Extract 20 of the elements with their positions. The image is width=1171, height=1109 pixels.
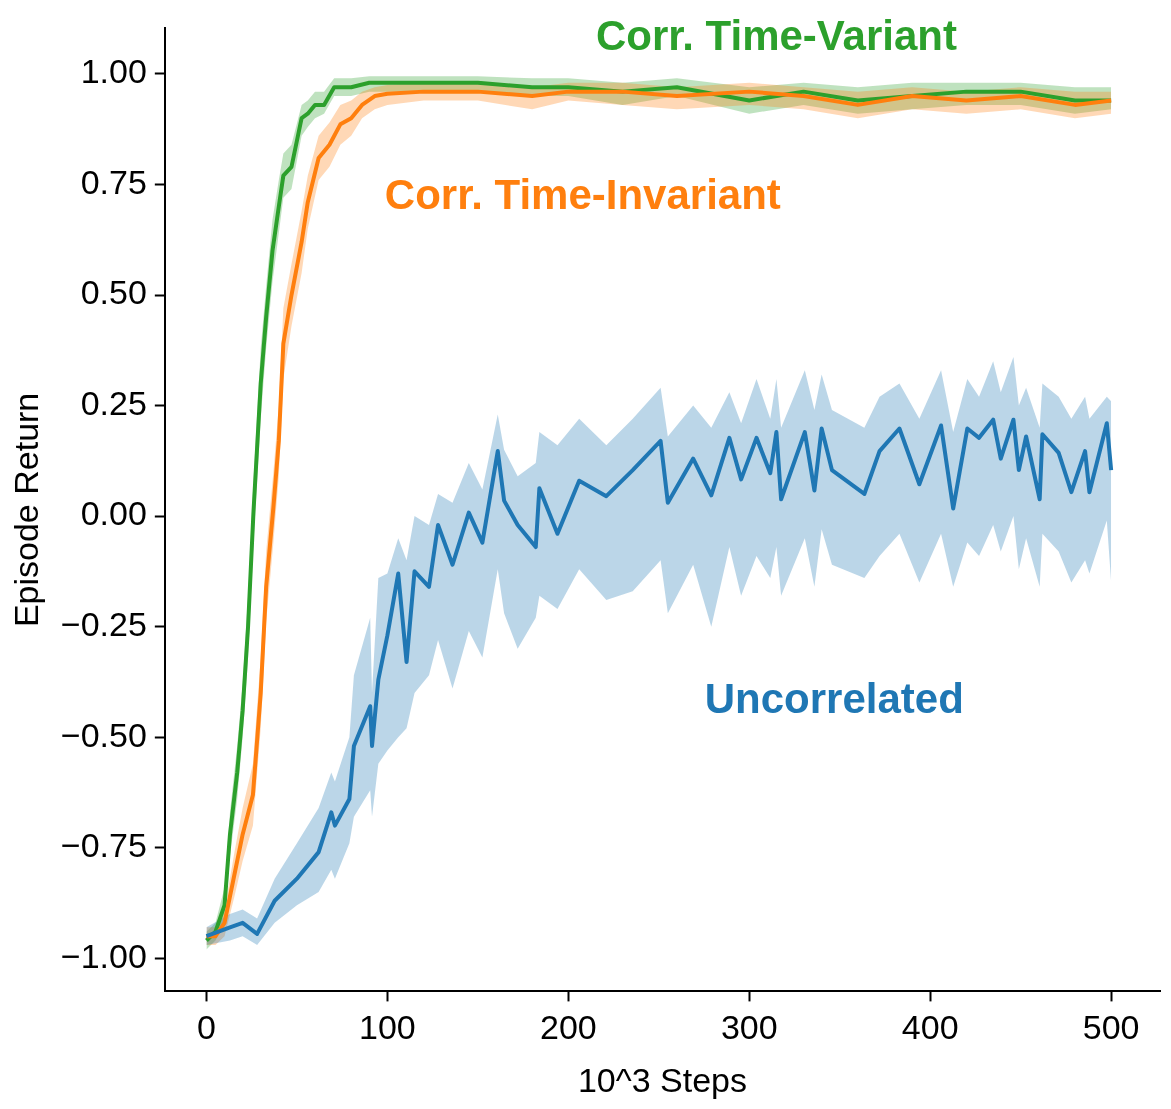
- y-tick-label: −0.50: [60, 715, 147, 754]
- y-tick-label: 0.75: [80, 162, 147, 201]
- y-tick-label: −0.75: [60, 826, 147, 865]
- y-tick-label: −1.00: [60, 936, 147, 975]
- text: Uncorrelated: [704, 675, 964, 723]
- y-tick-label: 1.00: [80, 52, 147, 91]
- series-label: Corr. Time-Invariant: [384, 171, 781, 219]
- x-tick-label: 400: [901, 1008, 959, 1047]
- x-tick-label: 200: [539, 1008, 597, 1047]
- y-tick-label: 0.00: [80, 494, 147, 533]
- x-tick-label: 100: [359, 1008, 416, 1047]
- y-axis-title: Episode Return: [6, 392, 45, 628]
- y-tick-label: 0.25: [80, 383, 147, 422]
- y-tick-label: −0.25: [60, 605, 147, 643]
- x-tick-label: 500: [1082, 1008, 1140, 1047]
- y-tick-label: 0.50: [80, 273, 147, 312]
- x-tick-label: 0: [196, 1008, 216, 1047]
- x-tick-label: 300: [720, 1008, 778, 1047]
- x-axis-title: 10^3 Steps: [577, 1060, 747, 1099]
- series-label: Corr. Time-Variant: [595, 12, 957, 60]
